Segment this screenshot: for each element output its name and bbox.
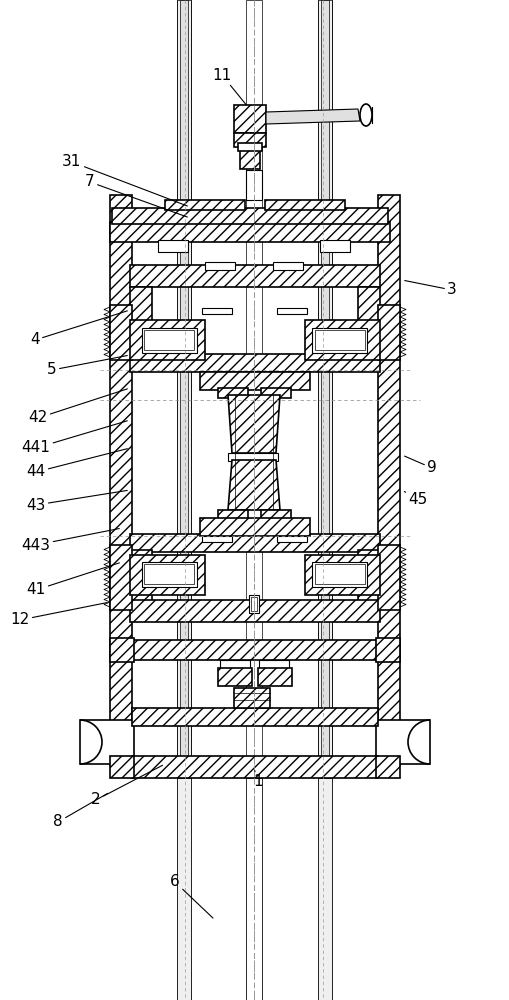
Bar (320, 240, 350, 252)
Text: 7: 7 (85, 174, 187, 217)
Text: 45: 45 (404, 491, 428, 508)
Bar (132, 640, 378, 660)
Bar (218, 388, 248, 398)
Bar (249, 595, 259, 613)
Polygon shape (376, 720, 430, 764)
Bar (130, 555, 205, 595)
Bar (177, 0, 191, 1000)
Bar (265, 200, 345, 210)
Bar (144, 330, 194, 350)
Bar (251, 597, 257, 611)
Text: 42: 42 (29, 389, 127, 426)
Polygon shape (228, 460, 280, 510)
Bar (261, 388, 291, 398)
Bar (228, 453, 278, 461)
Text: 9: 9 (405, 456, 437, 476)
Bar (240, 147, 260, 169)
Bar (277, 536, 307, 542)
Text: 31: 31 (62, 154, 187, 206)
Bar (132, 708, 378, 726)
Bar (312, 328, 367, 353)
Bar (261, 510, 291, 520)
Bar (112, 208, 388, 224)
Bar (376, 638, 400, 662)
Text: 443: 443 (21, 529, 119, 552)
Bar (277, 308, 307, 314)
Bar (218, 510, 248, 520)
Bar (273, 262, 303, 270)
Bar (234, 105, 266, 133)
Bar (130, 550, 152, 605)
Bar (246, 170, 262, 200)
Polygon shape (80, 720, 134, 764)
Bar (130, 320, 205, 360)
Text: 6: 6 (170, 874, 213, 918)
Bar (321, 0, 329, 1000)
Bar (315, 330, 365, 350)
Text: 4: 4 (30, 311, 127, 348)
Bar (110, 222, 390, 242)
Bar (246, 778, 262, 1000)
Bar (234, 688, 270, 708)
Bar (234, 133, 266, 147)
Bar (130, 354, 380, 372)
Text: 11: 11 (212, 68, 246, 105)
Bar (218, 668, 252, 686)
Bar (202, 308, 232, 314)
Bar (110, 638, 134, 662)
Text: 5: 5 (47, 356, 127, 377)
Text: 41: 41 (26, 563, 120, 597)
Text: 8: 8 (53, 793, 107, 830)
Bar (200, 518, 310, 536)
Bar (165, 200, 245, 210)
Bar (110, 545, 132, 610)
Bar (177, 778, 191, 1000)
Bar (180, 0, 188, 1000)
Bar (130, 287, 152, 342)
Text: 12: 12 (10, 603, 107, 628)
Bar (130, 265, 380, 287)
Text: 1: 1 (253, 771, 263, 790)
Bar (132, 756, 378, 778)
Bar (305, 555, 380, 595)
Bar (130, 534, 380, 552)
Bar (205, 262, 235, 270)
Polygon shape (228, 395, 280, 453)
Text: 2: 2 (91, 765, 162, 808)
Bar (220, 660, 250, 670)
Bar (110, 756, 134, 778)
Text: 441: 441 (21, 421, 127, 456)
Text: 44: 44 (26, 449, 127, 480)
Bar (259, 660, 289, 670)
Bar (378, 305, 400, 360)
Bar (202, 536, 232, 542)
Bar (305, 320, 380, 360)
Bar (246, 0, 262, 1000)
Bar (376, 756, 400, 778)
Bar (318, 778, 332, 1000)
Bar (142, 562, 197, 587)
Bar (200, 372, 310, 390)
Bar (315, 564, 365, 584)
Bar (318, 0, 332, 1000)
Bar (358, 550, 380, 605)
Bar (358, 287, 380, 342)
Text: 43: 43 (26, 490, 127, 512)
Bar (238, 143, 262, 151)
Bar (142, 328, 197, 353)
Bar (130, 600, 380, 622)
Bar (110, 305, 132, 360)
Bar (378, 195, 400, 765)
Polygon shape (266, 109, 360, 124)
Ellipse shape (360, 104, 372, 126)
Bar (110, 195, 132, 765)
Text: 3: 3 (405, 281, 457, 298)
Bar (144, 564, 194, 584)
Bar (258, 668, 292, 686)
Bar (158, 240, 188, 252)
Bar (312, 562, 367, 587)
Bar (378, 545, 400, 610)
